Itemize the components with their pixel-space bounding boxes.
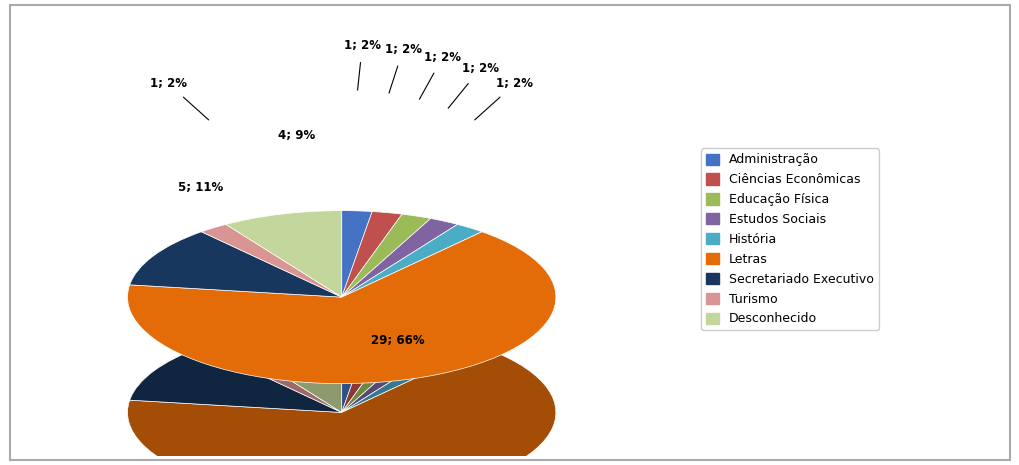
Text: 4; 9%: 4; 9% (277, 129, 315, 142)
Wedge shape (225, 211, 341, 297)
Wedge shape (127, 347, 555, 465)
Wedge shape (341, 212, 401, 297)
Wedge shape (129, 232, 341, 297)
Wedge shape (341, 214, 430, 297)
Text: 1; 2%: 1; 2% (384, 43, 421, 56)
Text: 1; 2%: 1; 2% (150, 77, 186, 90)
Wedge shape (341, 211, 372, 297)
Wedge shape (341, 225, 482, 297)
Wedge shape (341, 327, 401, 412)
Wedge shape (341, 219, 458, 297)
Wedge shape (201, 225, 341, 297)
Wedge shape (341, 340, 482, 412)
Text: 1; 2%: 1; 2% (424, 51, 461, 64)
Legend: Administração, Ciências Econômicas, Educação Física, Estudos Sociais, História, : Administração, Ciências Econômicas, Educ… (701, 148, 878, 331)
Text: 1; 2%: 1; 2% (462, 62, 498, 75)
Wedge shape (201, 340, 341, 412)
Wedge shape (341, 330, 430, 412)
Wedge shape (129, 347, 341, 412)
Text: 29; 66%: 29; 66% (371, 334, 424, 347)
Wedge shape (341, 334, 458, 412)
Wedge shape (225, 326, 341, 412)
Text: 1; 2%: 1; 2% (343, 39, 380, 52)
Text: 5; 11%: 5; 11% (178, 181, 223, 194)
Text: 1; 2%: 1; 2% (496, 77, 533, 90)
Wedge shape (127, 232, 555, 384)
Wedge shape (341, 326, 372, 412)
